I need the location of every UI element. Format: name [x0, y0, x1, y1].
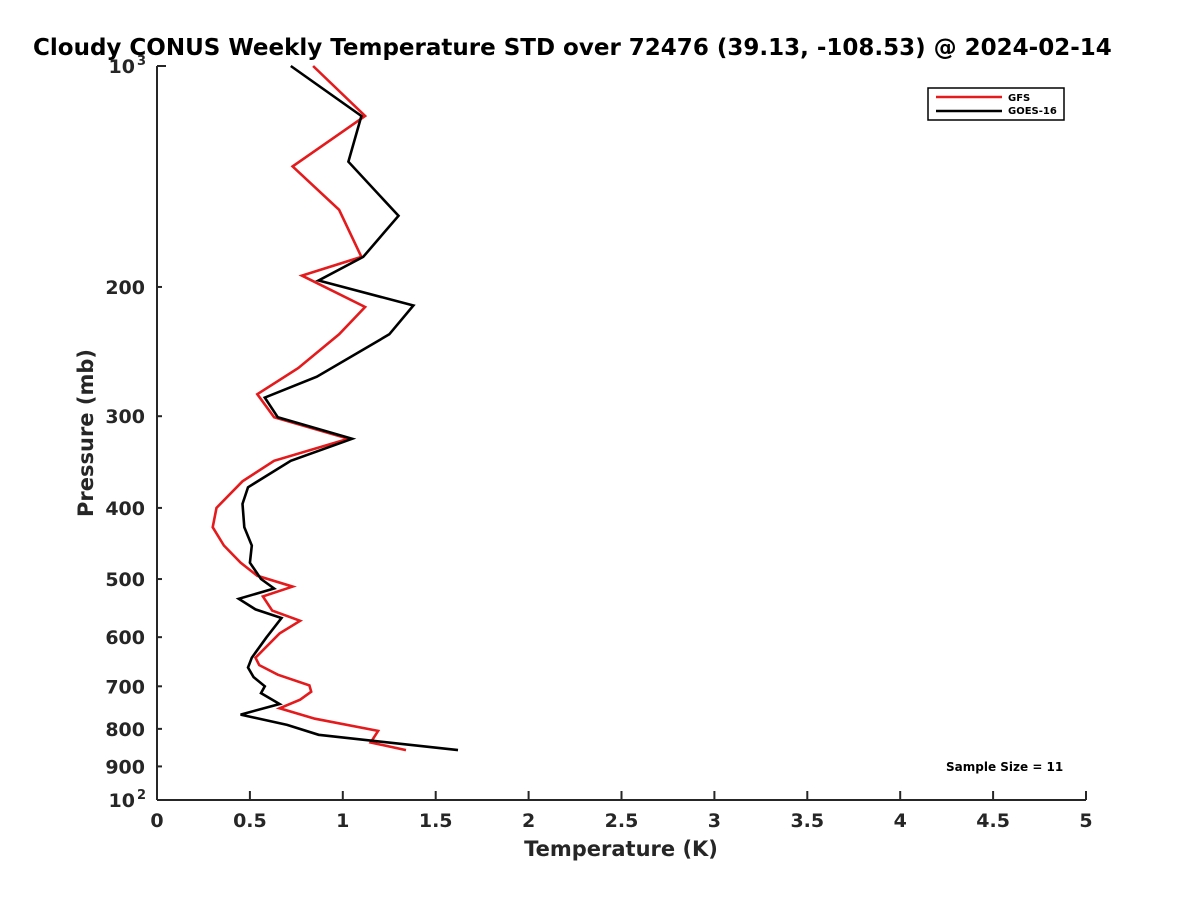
x-tick-label: 3.5 [790, 810, 824, 832]
series-line-gfs [211, 65, 407, 752]
x-tick-label: 0.5 [233, 810, 267, 832]
x-tick-label: 3 [708, 810, 721, 832]
legend-label-gfs: GFS [1008, 93, 1030, 104]
y-tick-label: 600 [105, 627, 145, 649]
y-tick-label: 500 [105, 569, 145, 591]
y-tick-label: 200 [105, 277, 145, 299]
x-tick-label: 0 [150, 810, 163, 832]
sample-size-annotation: Sample Size = 11 [946, 760, 1063, 774]
x-tick-label: 4.5 [976, 810, 1010, 832]
series-layer [211, 64, 459, 752]
x-tick-label: 1.5 [419, 810, 453, 832]
x-axis-label: Temperature (K) [524, 837, 718, 861]
y-tick-label: 400 [105, 498, 145, 520]
x-tick-label: 1 [336, 810, 349, 832]
legend-label-goes16: GOES-16 [1008, 106, 1057, 117]
x-tick-label: 2.5 [605, 810, 639, 832]
y-tick-label: 800 [105, 719, 145, 741]
series-line-goes16 [235, 64, 459, 752]
legend-box [927, 87, 1065, 121]
y-tick-label: 700 [105, 676, 145, 698]
x-tick-label: 5 [1079, 810, 1092, 832]
chart-title: Cloudy CONUS Weekly Temperature STD over… [33, 35, 1112, 61]
x-tick-label: 2 [522, 810, 535, 832]
y-tick-label: 300 [105, 406, 145, 428]
y-axis-label: Pressure (mb) [74, 349, 98, 517]
legend: GFS GOES-16 [927, 87, 1065, 121]
y-tick-label-bottom-exponent: 2 [137, 788, 146, 803]
axes: 0 0.5 1 1.5 2 2.5 3 3.5 4 4.5 5 200 300 400 500 600 700… [105, 54, 1092, 832]
y-tick-label-top-exponent: 3 [137, 54, 146, 69]
y-tick-label: 900 [105, 756, 145, 778]
y-tick-label-top: 10 [109, 56, 135, 78]
y-tick-label-bottom: 10 [109, 790, 135, 812]
x-tick-label: 4 [894, 810, 907, 832]
